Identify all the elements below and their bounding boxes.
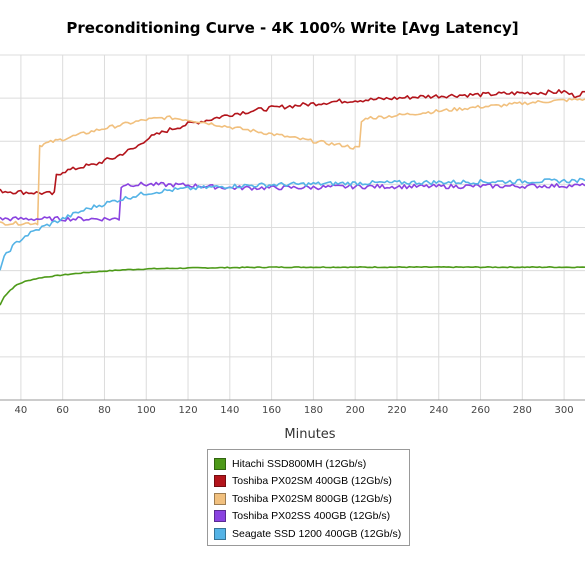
x-tick-label: 180 <box>304 405 323 416</box>
x-tick-label: 220 <box>387 405 406 416</box>
x-tick-label: 260 <box>471 405 490 416</box>
legend-label: Hitachi SSD800MH (12Gb/s) <box>232 457 367 470</box>
x-tick-label: 300 <box>555 405 574 416</box>
x-tick-label: 280 <box>513 405 532 416</box>
x-tick-label: 140 <box>220 405 239 416</box>
legend-swatch <box>214 492 226 505</box>
legend-item[interactable]: Hitachi SSD800MH (12Gb/s) <box>214 455 409 473</box>
legend-item[interactable]: Toshiba PX02SM 800GB (12Gb/s) <box>214 490 409 508</box>
x-tick-label: 60 <box>56 405 69 416</box>
x-tick-label: 240 <box>429 405 448 416</box>
x-tick-label: 120 <box>178 405 197 416</box>
chart-title: Preconditioning Curve - 4K 100% Write [A… <box>66 19 519 37</box>
x-tick-label: 40 <box>15 405 28 416</box>
legend-swatch <box>214 475 226 488</box>
legend-swatch <box>214 510 226 523</box>
series-line <box>0 89 585 196</box>
x-tick-label: 200 <box>346 405 365 416</box>
series-line <box>0 265 585 306</box>
legend-item[interactable]: Toshiba PX02SS 400GB (12Gb/s) <box>214 508 409 526</box>
legend-swatch <box>214 527 226 540</box>
series-line <box>0 177 585 271</box>
x-axis-label: Minutes <box>284 427 335 442</box>
legend-label: Toshiba PX02SS 400GB (12Gb/s) <box>232 510 391 523</box>
legend-item[interactable]: Toshiba PX02SM 400GB (12Gb/s) <box>214 473 409 491</box>
series-line <box>0 181 585 222</box>
x-tick-label: 160 <box>262 405 281 416</box>
legend-label: Toshiba PX02SM 400GB (12Gb/s) <box>232 475 392 488</box>
legend-item[interactable]: Seagate SSD 1200 400GB (12Gb/s) <box>214 525 409 543</box>
legend-label: Toshiba PX02SM 800GB (12Gb/s) <box>232 492 392 505</box>
legend: Hitachi SSD800MH (12Gb/s) Toshiba PX02SM … <box>207 449 410 546</box>
series-line <box>0 97 585 226</box>
x-tick-label: 80 <box>98 405 111 416</box>
legend-swatch <box>214 457 226 470</box>
legend-label: Seagate SSD 1200 400GB (12Gb/s) <box>232 527 402 540</box>
x-tick-label: 100 <box>137 405 156 416</box>
